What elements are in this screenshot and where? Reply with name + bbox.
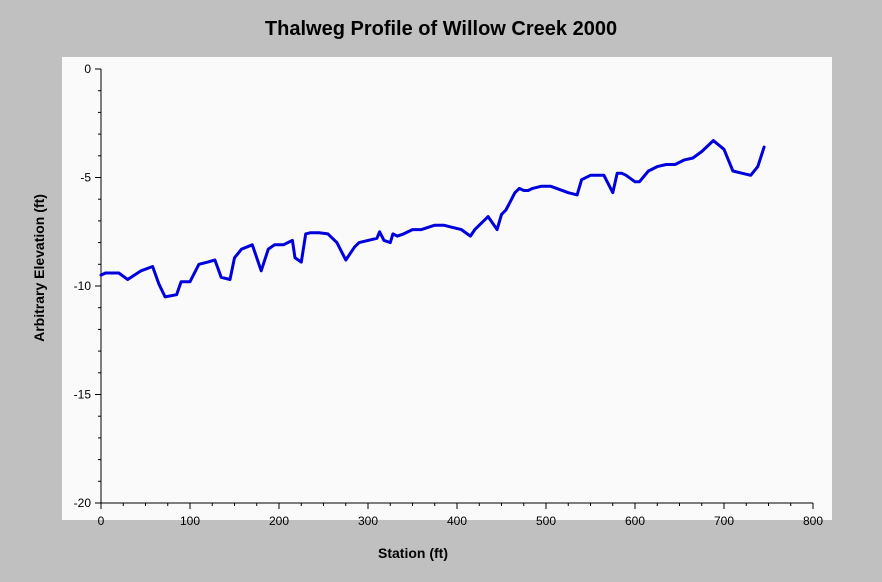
axes (100, 69, 813, 504)
x-tick-label: 700 (714, 514, 734, 528)
thalweg-profile-line (99, 139, 766, 299)
x-tick-label: 500 (536, 514, 556, 528)
x-axis-label: Station (ft) (378, 545, 448, 561)
x-tick-label: 200 (269, 514, 289, 528)
x-tick-label: 800 (803, 514, 823, 528)
series-layer (99, 139, 766, 299)
y-tick-label: -5 (80, 171, 91, 185)
x-tick-label: 400 (447, 514, 467, 528)
x-tick-label: 300 (358, 514, 378, 528)
plot-area (62, 57, 832, 520)
y-tick-label: -20 (74, 496, 92, 510)
x-tick-label: 0 (98, 514, 105, 528)
y-tick-label: 0 (84, 62, 91, 76)
y-axis-label: Arbitrary Elevation (ft) (31, 194, 47, 342)
y-tick-label: -10 (74, 279, 92, 293)
y-tick-label: -15 (74, 388, 92, 402)
chart-title: Thalweg Profile of Willow Creek 2000 (264, 18, 618, 40)
x-tick-label: 100 (180, 514, 200, 528)
ticks: 0 100 200 300 400 500 600 700 800 0 -5 -10 -15 -20 (74, 62, 824, 528)
x-tick-label: 600 (625, 514, 645, 528)
